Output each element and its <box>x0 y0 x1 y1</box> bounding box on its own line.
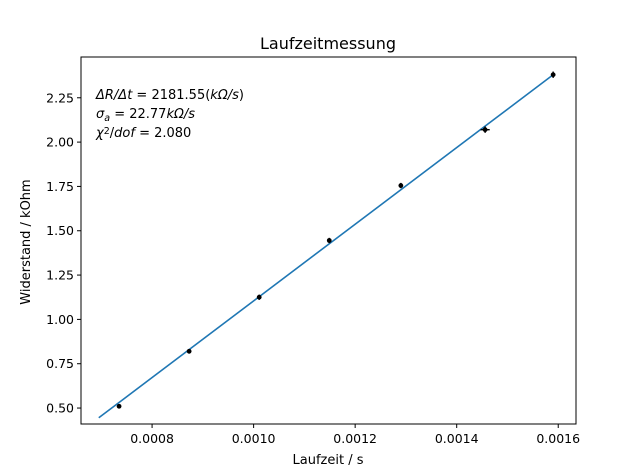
data-marker <box>326 238 332 243</box>
data-marker <box>116 403 122 409</box>
x-tick-label: 0.0010 <box>232 431 276 446</box>
annotation-line: σa = 22.77kΩ/s <box>96 107 195 124</box>
data-marker <box>256 294 262 300</box>
data-point <box>116 403 122 409</box>
y-tick-label: 2.00 <box>46 135 74 150</box>
data-marker <box>398 183 404 188</box>
chart-title: Laufzeitmessung <box>260 34 396 53</box>
data-point <box>256 294 262 300</box>
y-tick-label: 0.75 <box>46 356 74 371</box>
y-tick-label: 1.75 <box>46 179 74 194</box>
annotation-line: ΔR/Δt = 2181.55(kΩ/s) <box>95 88 244 103</box>
data-marker <box>482 127 488 133</box>
data-point <box>550 71 556 78</box>
x-tick-label: 0.0012 <box>333 431 377 446</box>
y-axis-label: Widerstand / kOhm <box>19 179 34 304</box>
axes-frame <box>80 56 577 425</box>
y-tick-label: 1.00 <box>46 312 74 327</box>
x-tick-label: 0.0008 <box>130 431 174 446</box>
data-point <box>398 182 404 189</box>
x-axis-label: Laufzeit / s <box>293 453 364 468</box>
x-tick-label: 0.0014 <box>435 431 479 446</box>
annotation-block: ΔR/Δt = 2181.55(kΩ/s) σa = 22.77kΩ/s χ2/do… <box>95 88 244 141</box>
data-point <box>186 348 192 354</box>
y-tick-label: 1.25 <box>46 268 74 283</box>
data-point <box>480 126 490 133</box>
fit-line <box>98 74 554 419</box>
data-marker <box>186 348 192 354</box>
x-tick-label: 0.0016 <box>536 431 580 446</box>
y-tick-label: 0.50 <box>46 401 74 416</box>
data-point <box>326 237 332 244</box>
y-tick-label: 2.25 <box>46 90 74 105</box>
data-marker <box>550 72 556 78</box>
plot-area <box>98 71 556 419</box>
y-tick-label: 1.50 <box>46 223 74 238</box>
annotation-line: χ2/dof = 2.080 <box>95 126 191 142</box>
